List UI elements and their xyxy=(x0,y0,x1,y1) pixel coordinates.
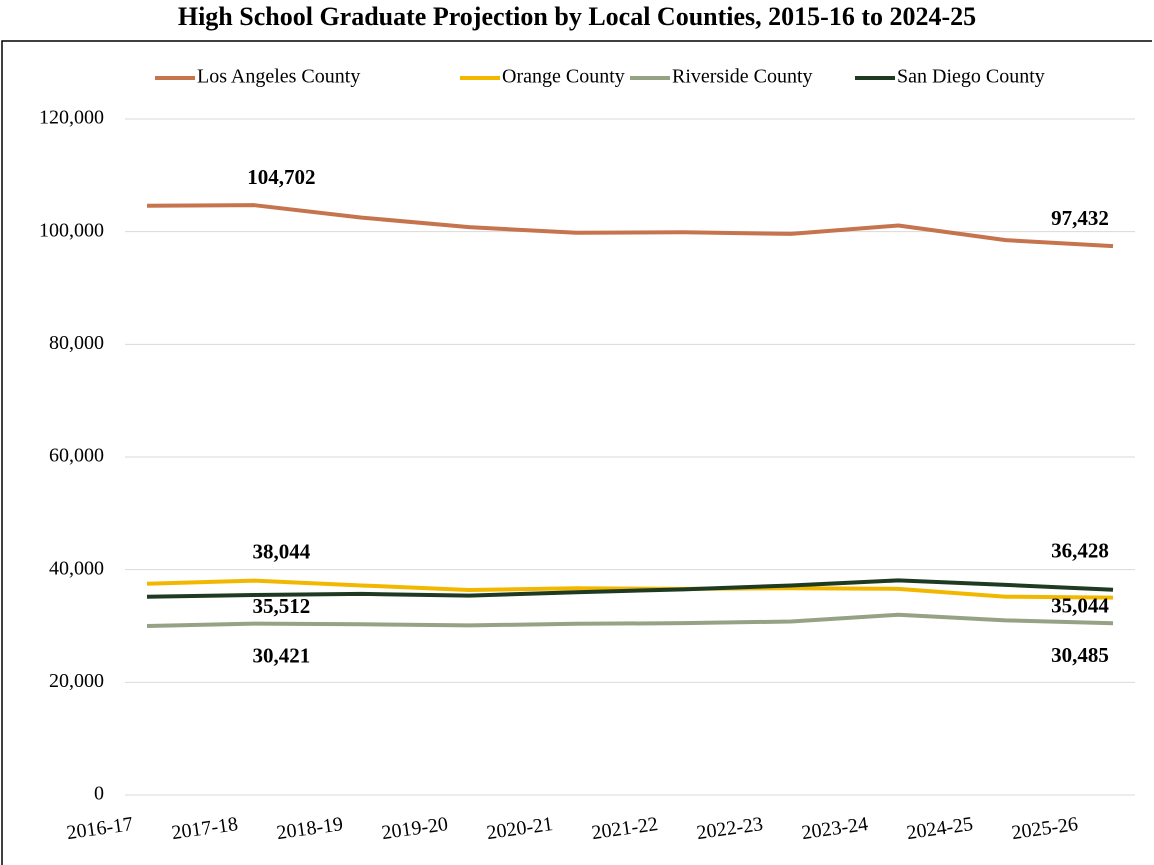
y-tick-label: 80,000 xyxy=(49,332,104,354)
legend-label: Los Angeles County xyxy=(197,66,360,88)
data-label: 30,485 xyxy=(1051,643,1109,667)
y-tick-label: 0 xyxy=(94,783,104,805)
data-label: 35,512 xyxy=(252,594,310,618)
x-tick-label: 2020-21 xyxy=(485,813,554,844)
x-tick-label: 2023-24 xyxy=(800,813,869,844)
y-tick-label: 120,000 xyxy=(39,107,104,129)
x-tick-label: 2021-22 xyxy=(590,813,659,844)
legend-label: San Diego County xyxy=(897,66,1045,88)
frame xyxy=(1,40,1152,865)
legend-label: Riverside County xyxy=(672,66,813,88)
y-tick-label: 60,000 xyxy=(49,445,104,467)
x-tick-label: 2018-19 xyxy=(275,813,344,844)
line xyxy=(146,203,1114,249)
y-tick-label: 20,000 xyxy=(49,670,104,692)
data-label: 97,432 xyxy=(1051,206,1109,230)
y-tick-label: 40,000 xyxy=(49,557,104,579)
chart-title: High School Graduate Projection by Local… xyxy=(178,2,976,31)
line xyxy=(146,578,1114,599)
x-tick-label: 2019-20 xyxy=(380,813,449,844)
x-tick-label: 2024-25 xyxy=(905,813,974,844)
legend-label: Orange County xyxy=(502,66,625,88)
x-tick-label: 2025-26 xyxy=(1010,813,1079,844)
x-tick-label: 2022-23 xyxy=(695,813,764,844)
data-label: 35,044 xyxy=(1051,593,1109,617)
x-tick-label: 2017-18 xyxy=(170,813,239,844)
data-label: 38,044 xyxy=(252,539,310,563)
line xyxy=(146,612,1114,628)
data-label: 36,428 xyxy=(1051,539,1109,563)
data-label: 30,421 xyxy=(252,643,310,667)
data-label: 104,702 xyxy=(247,165,315,189)
y-tick-label: 100,000 xyxy=(39,219,104,241)
line xyxy=(146,578,1114,600)
x-tick-label: 2016-17 xyxy=(65,813,134,844)
